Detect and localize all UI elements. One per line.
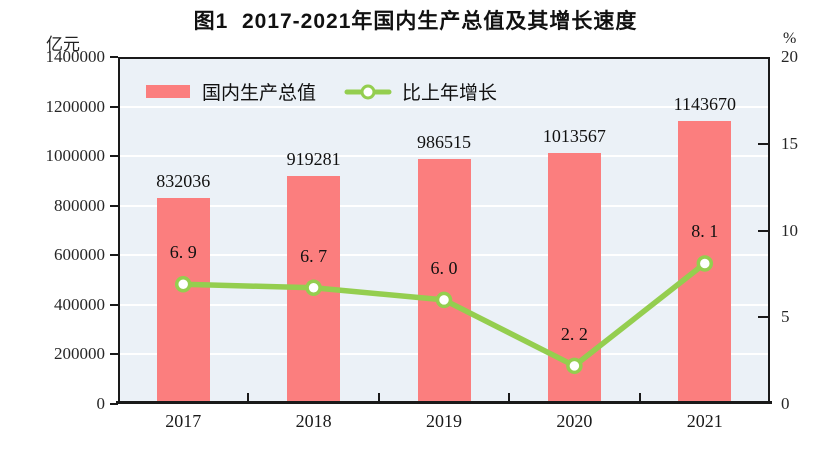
growth-value-label-2020: 2. 2 [560,323,588,344]
left-axis-tick-label: 1000000 [45,146,106,166]
plot-border-top [118,57,770,59]
left-axis-unit-label: 亿元 [46,35,80,54]
right-axis-tick-label: 15 [781,133,798,153]
legend-bar-label: 国内生产总值 [202,83,317,104]
growth-value-label-2019: 6. 0 [430,257,458,278]
left-axis-tick [110,204,118,207]
growth-line-series [174,255,714,375]
left-axis-tick [110,353,118,356]
right-axis-tick-label: 10 [781,220,798,240]
left-axis-tick [110,403,118,405]
growth-value-label-2021: 8. 1 [691,221,719,242]
legend-bar-swatch [146,85,190,98]
growth-point-2021 [696,255,714,272]
left-axis-tick-label: 1400000 [45,47,106,66]
bar-2017 [156,197,210,404]
left-axis-tick-label: 1200000 [45,96,106,116]
x-axis-label-2017: 2017 [165,411,202,431]
left-axis-tick [110,303,118,306]
bar-2019 [417,159,471,404]
growth-value-label-2018: 6. 7 [300,245,328,266]
right-axis-tick [758,316,770,319]
x-axis-label-2021: 2021 [686,411,723,431]
x-axis-label-2020: 2020 [556,411,593,431]
left-axis-tick [110,155,118,158]
left-axis-tick-label: 400000 [54,294,105,314]
x-axis-tick [247,393,250,401]
right-axis-tick-label: 0 [781,394,790,413]
left-axis-tick-label: 600000 [54,245,105,265]
left-axis-tick-label: 0 [96,394,106,413]
growth-point-2018 [305,279,322,297]
left-axis-tick [110,254,118,257]
left-axis-tick [110,105,118,108]
bar-value-label-2017: 832036 [156,170,211,191]
right-axis-tick-label: 20 [781,47,798,66]
right-axis-tick [758,229,770,232]
bar-value-label-2019: 986515 [417,132,471,153]
right-axis-tick-label: 5 [781,307,790,327]
growth-point-2017 [174,276,192,293]
growth-value-label-2017: 6. 9 [169,242,197,263]
x-axis-tick [377,393,380,401]
gridline [118,155,770,158]
legend-line-label: 比上年增长 [402,83,498,104]
growth-point-2020 [566,357,583,375]
x-axis-tick [638,393,641,401]
x-axis-tick [508,393,511,401]
gridline [118,105,770,108]
plot-border-left [118,57,120,404]
chart-title: 图1 2017-2021年国内生产总值及其增长速度 [193,10,638,33]
x-axis-label-2019: 2019 [426,411,462,431]
growth-point-2019 [435,291,453,309]
legend-line-swatch [344,84,392,99]
bar-value-label-2020: 1013567 [542,125,606,146]
plot-area: 国内生产总值 比上年增长 832036 919281 986515 1013567 11… [110,56,772,405]
right-axis-tick [758,142,770,145]
bar-value-label-2018: 919281 [286,149,341,170]
left-axis-tick-label: 200000 [54,344,105,364]
x-axis-line [116,401,772,404]
left-axis-tick-label: 800000 [54,195,105,215]
legend: 国内生产总值 比上年增长 [146,78,497,105]
bar-value-label-2021: 1143670 [673,93,736,114]
right-axis-unit-label: % [783,30,797,47]
x-axis-label-2018: 2018 [295,411,332,431]
left-axis-tick [110,56,118,58]
